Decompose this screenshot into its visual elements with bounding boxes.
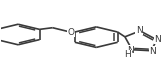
Text: N: N (149, 47, 156, 56)
Text: N: N (154, 35, 161, 44)
Text: N: N (136, 26, 143, 35)
Text: N: N (127, 46, 134, 55)
Text: H: H (124, 50, 131, 59)
Text: O: O (67, 28, 74, 37)
